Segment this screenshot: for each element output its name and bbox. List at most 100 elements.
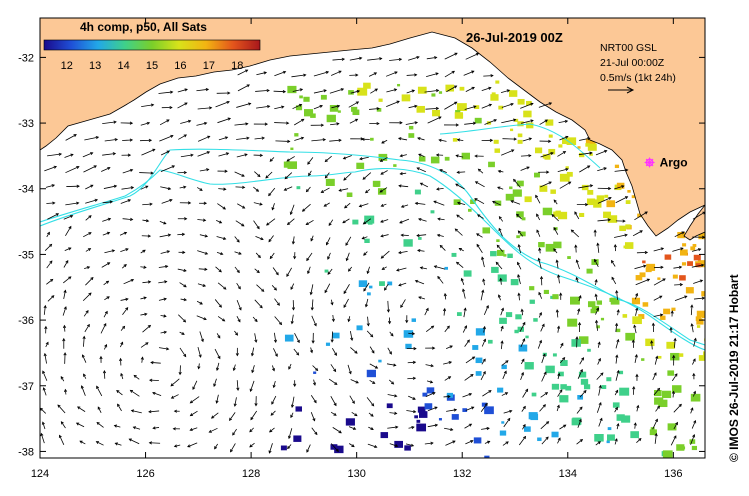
current-arrow-head — [306, 257, 310, 262]
sst-cell — [642, 260, 646, 264]
current-arrow — [197, 346, 202, 358]
current-arrow — [654, 433, 657, 444]
current-arrow — [597, 197, 612, 204]
current-arrow — [574, 211, 580, 220]
current-arrow-head — [497, 294, 501, 298]
current-arrow — [142, 325, 151, 333]
current-arrow — [254, 171, 261, 177]
sst-cell — [380, 432, 389, 439]
current-arrow-head — [553, 226, 557, 231]
current-arrow-head — [462, 288, 466, 292]
current-arrow-head — [379, 189, 383, 193]
current-arrow — [635, 308, 638, 316]
current-arrow-head — [555, 309, 559, 313]
current-arrow — [540, 421, 549, 430]
current-arrow — [199, 168, 209, 172]
current-arrow-head — [140, 356, 144, 360]
current-arrow-head — [455, 261, 460, 265]
current-arrow-head — [354, 118, 359, 122]
current-arrow-head — [327, 271, 331, 275]
current-arrow-head — [90, 276, 94, 281]
current-arrow — [578, 152, 592, 156]
current-arrow — [142, 203, 153, 206]
current-arrow — [349, 395, 355, 404]
sst-cell — [581, 184, 589, 191]
current-arrow — [346, 252, 350, 261]
current-arrow — [254, 299, 263, 309]
current-arrow-head — [274, 353, 278, 357]
current-arrow — [425, 325, 434, 333]
current-arrow — [330, 364, 336, 372]
current-arrow-head — [192, 386, 196, 390]
current-arrow — [269, 157, 275, 162]
current-arrow-head — [130, 278, 135, 282]
current-arrow — [540, 392, 548, 398]
current-arrow-head — [418, 153, 422, 157]
current-arrow — [362, 172, 372, 180]
current-arrow-head — [86, 323, 90, 328]
current-arrow — [463, 70, 474, 76]
sst-cell — [545, 243, 556, 252]
current-arrow-head — [150, 171, 154, 175]
current-arrow-head — [289, 211, 293, 216]
current-arrow-head — [259, 202, 263, 206]
current-arrow — [437, 218, 445, 221]
current-arrow — [522, 137, 532, 142]
current-arrow-head — [517, 261, 520, 266]
current-arrow — [427, 406, 438, 412]
current-arrow — [217, 282, 227, 290]
current-arrow — [634, 265, 646, 270]
current-arrow-head — [398, 184, 402, 188]
current-arrow-head — [489, 138, 494, 142]
sst-cell — [690, 246, 696, 251]
sst-cell — [295, 406, 302, 412]
current-arrow — [83, 310, 89, 317]
current-arrow-head — [472, 121, 477, 125]
current-arrow-head — [679, 283, 684, 287]
sst-cell — [498, 105, 504, 110]
current-arrow — [269, 427, 275, 433]
current-arrow — [302, 203, 311, 212]
current-arrow-head — [557, 437, 561, 441]
current-arrow-head — [169, 198, 173, 202]
current-arrow — [635, 278, 650, 286]
current-arrow — [274, 122, 289, 124]
current-arrow-head — [331, 318, 335, 323]
current-arrow-head — [312, 382, 317, 386]
current-arrow — [558, 120, 568, 124]
sst-cell — [475, 357, 483, 364]
current-arrow — [368, 72, 377, 77]
current-arrow — [81, 385, 86, 396]
current-arrow-head — [646, 278, 651, 282]
current-arrow-head — [145, 219, 150, 223]
current-arrow-head — [432, 392, 436, 395]
current-arrow-head — [411, 332, 416, 336]
current-arrow — [456, 214, 464, 220]
current-arrow — [384, 283, 389, 291]
current-arrow-head — [616, 422, 620, 427]
current-arrow-head — [692, 372, 696, 377]
current-arrow-head — [125, 297, 129, 301]
current-arrow — [420, 182, 429, 188]
sst-cell — [488, 161, 495, 168]
current-arrow — [180, 120, 191, 124]
current-arrow-head — [245, 122, 249, 126]
current-arrow-head — [163, 330, 168, 334]
current-arrow-head — [380, 171, 384, 175]
current-arrow-head — [63, 306, 67, 310]
sst-cell — [545, 119, 554, 126]
current-arrow-head — [570, 229, 574, 233]
current-arrow-head — [203, 121, 208, 126]
current-arrow-head — [143, 265, 147, 269]
current-arrow-head — [325, 70, 330, 75]
current-arrow — [311, 427, 318, 435]
current-arrow — [187, 442, 198, 448]
sst-cell — [459, 86, 465, 91]
current-arrow-head — [653, 372, 657, 376]
current-arrow — [455, 183, 465, 190]
current-arrow-head — [394, 444, 399, 448]
current-arrow — [76, 422, 85, 428]
current-arrow-head — [324, 289, 328, 294]
sst-cell — [537, 437, 542, 442]
current-arrow-head — [207, 135, 211, 139]
